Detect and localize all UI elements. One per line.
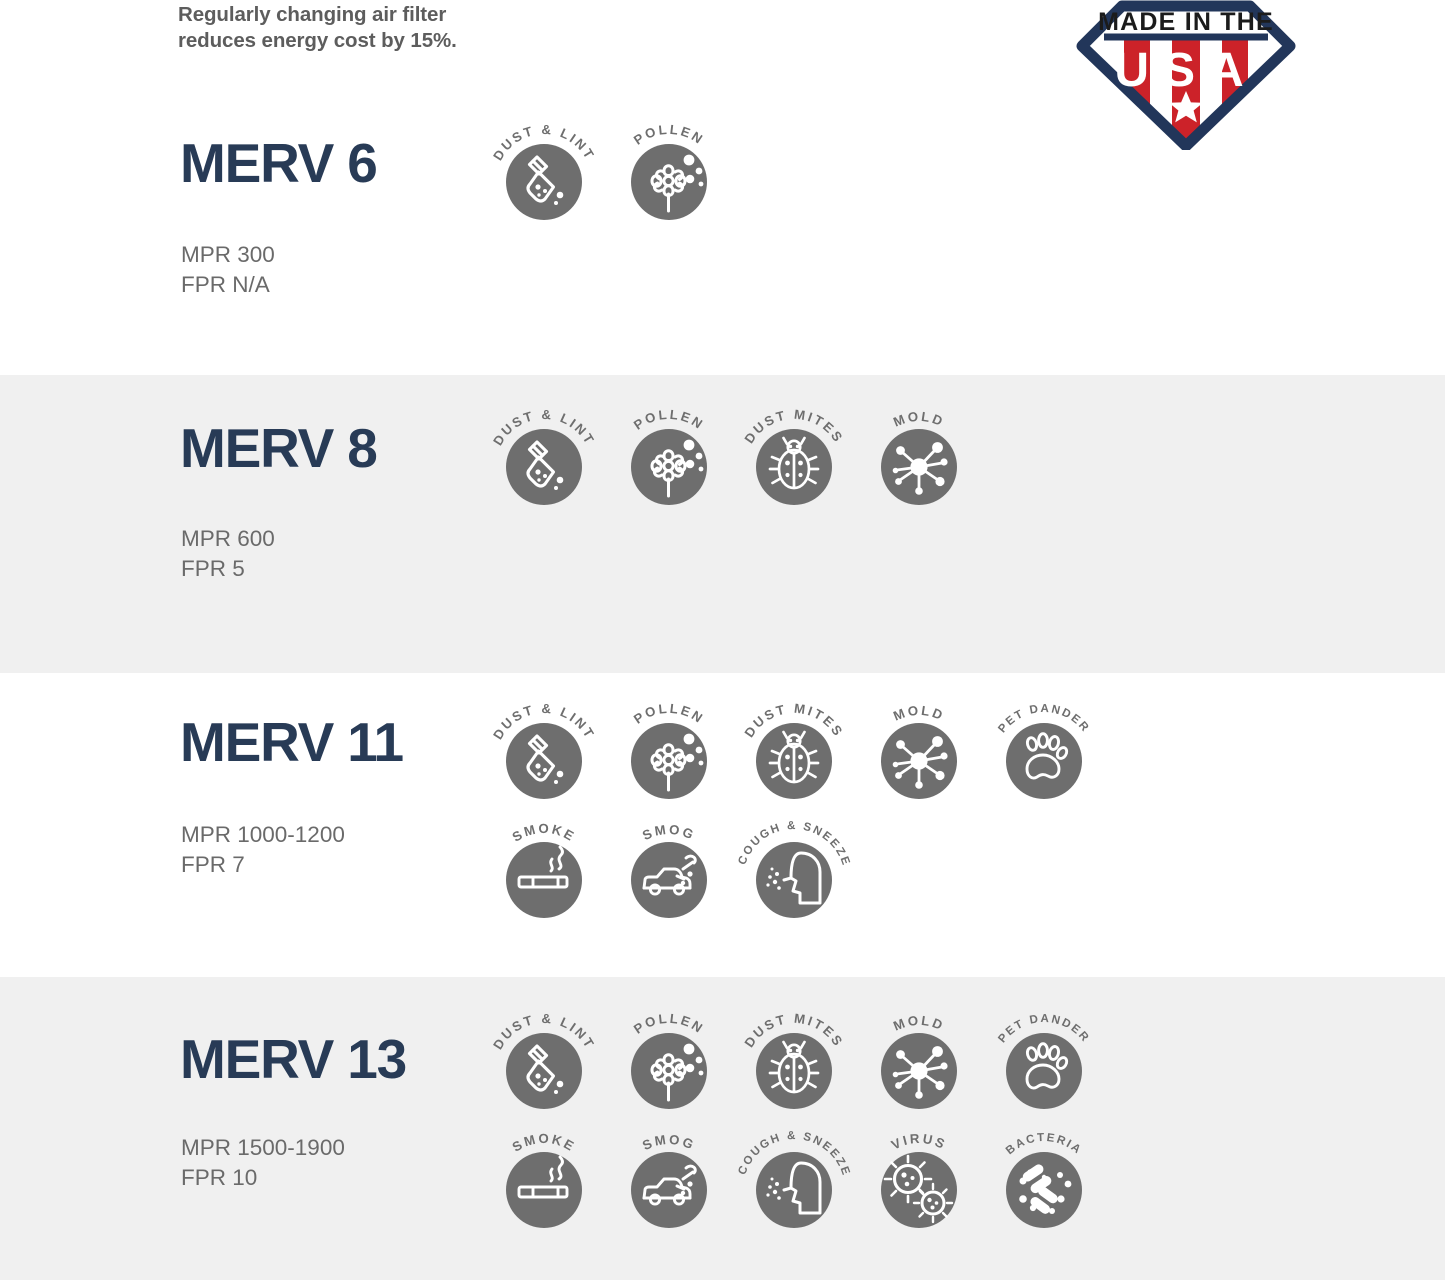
icon-badge-cough-sneeze: COUGH & SNEEZE [736,1129,864,1253]
merv-rating-title: MERV 11 [180,711,404,773]
icon-label-smoke: SMOKE [510,821,579,845]
cough-sneeze-icon [756,1152,832,1228]
smog-icon [631,842,707,918]
icon-badge-smog: SMOG [614,822,739,943]
dust-lint-icon [506,144,582,220]
merv-icon-grid: DUST & LINT POLLEN [489,1011,1114,1253]
merv-row [0,977,1445,1280]
usa-badge-top-text: MADE IN THE [1098,8,1274,36]
icon-badge-pollen: POLLEN [614,701,739,824]
merv-rating-title: MERV 6 [180,132,378,194]
icon-badge-dust-lint: DUST & LINT [489,407,614,530]
icon-label-virus: VIRUS [889,1131,949,1153]
icon-line-primary: DUST & LINT POLLEN [489,1011,1114,1134]
icon-badge-pollen: POLLEN [614,1011,739,1134]
pollen-icon [631,144,707,220]
icon-badge-cough-sneeze: COUGH & SNEEZE [736,819,864,943]
smoke-icon [506,842,582,918]
merv-rating-subtext: MPR 600 FPR 5 [181,526,275,581]
merv-rating-subtext: MPR 300 FPR N/A [181,242,275,297]
smog-icon [631,1152,707,1228]
icon-badge-mold: MOLD [864,703,989,824]
star-icon [1169,91,1203,123]
mold-icon [881,723,957,799]
icon-badge-smoke: SMOKE [489,821,614,943]
smoke-icon [506,1152,582,1228]
icon-label-mold: MOLD [891,703,947,724]
icon-badge-pet-dander: PET DANDER [989,1012,1114,1134]
icon-badge-bacteria: BACTERIA [989,1131,1114,1253]
icon-label-smog: SMOG [640,822,698,843]
merv-rating-title: MERV 13 [180,1028,407,1090]
pollen-icon [631,723,707,799]
dust-mites-icon [756,429,832,505]
icon-badge-pollen: POLLEN [614,122,739,245]
icon-badge-mold: MOLD [864,409,989,530]
cough-sneeze-icon [756,842,832,918]
icon-badge-dust-mites: DUST MITES [739,407,864,530]
icon-label-smog: SMOG [640,1132,698,1153]
merv-row [0,673,1445,977]
merv-icon-grid: DUST & LINT POLLEN [489,407,989,530]
icon-badge-pollen: POLLEN [614,407,739,530]
mold-icon [881,1033,957,1109]
icon-badge-smoke: SMOKE [489,1131,614,1253]
pet-dander-icon [1006,723,1082,799]
mold-icon [881,429,957,505]
merv-rating-title: MERV 8 [180,417,378,479]
icon-badge-mold: MOLD [864,1013,989,1134]
pollen-icon [631,1033,707,1109]
icon-label-smoke: SMOKE [510,1131,579,1155]
icon-badge-dust-mites: DUST MITES [739,701,864,824]
merv-rating-subtext: MPR 1000-1200 FPR 7 [181,822,345,877]
icon-badge-dust-lint: DUST & LINT [489,1011,614,1134]
icon-badge-virus: VIRUS [864,1131,989,1253]
dust-lint-icon [506,723,582,799]
dust-mites-icon [756,723,832,799]
icon-badge-smog: SMOG [614,1132,739,1253]
pollen-icon [631,429,707,505]
usa-badge-main-text: USA [1114,44,1257,97]
icon-badge-dust-lint: DUST & LINT [489,122,614,245]
merv-row [0,375,1445,673]
icon-label-mold: MOLD [891,1013,947,1034]
merv-icon-grid: DUST & LINT POLLEN [489,701,1114,943]
icon-line-primary: DUST & LINT POLLEN [489,122,739,245]
icon-label-mold: MOLD [891,409,947,430]
virus-icon [881,1152,957,1228]
merv-rating-subtext: MPR 1500-1900 FPR 10 [181,1135,345,1190]
icon-line-secondary: SMOKE SMOG COUGH & SNEEZE [489,1129,1114,1253]
bacteria-icon [1006,1152,1082,1228]
dust-lint-icon [506,429,582,505]
pet-dander-icon [1006,1033,1082,1109]
dust-mites-icon [756,1033,832,1109]
icon-badge-dust-mites: DUST MITES [739,1011,864,1134]
dust-lint-icon [506,1033,582,1109]
made-in-usa-badge: MADE IN THE USA [1064,0,1308,152]
icon-line-secondary: SMOKE SMOG COUGH & SNEEZE [489,819,1114,943]
icon-badge-dust-lint: DUST & LINT [489,701,614,824]
icon-line-primary: DUST & LINT POLLEN [489,701,1114,824]
icon-line-primary: DUST & LINT POLLEN [489,407,989,530]
energy-saving-note: Regularly changing air filter reduces en… [178,3,457,52]
icon-badge-pet-dander: PET DANDER [989,702,1114,824]
merv-icon-grid: DUST & LINT POLLEN [489,122,739,245]
